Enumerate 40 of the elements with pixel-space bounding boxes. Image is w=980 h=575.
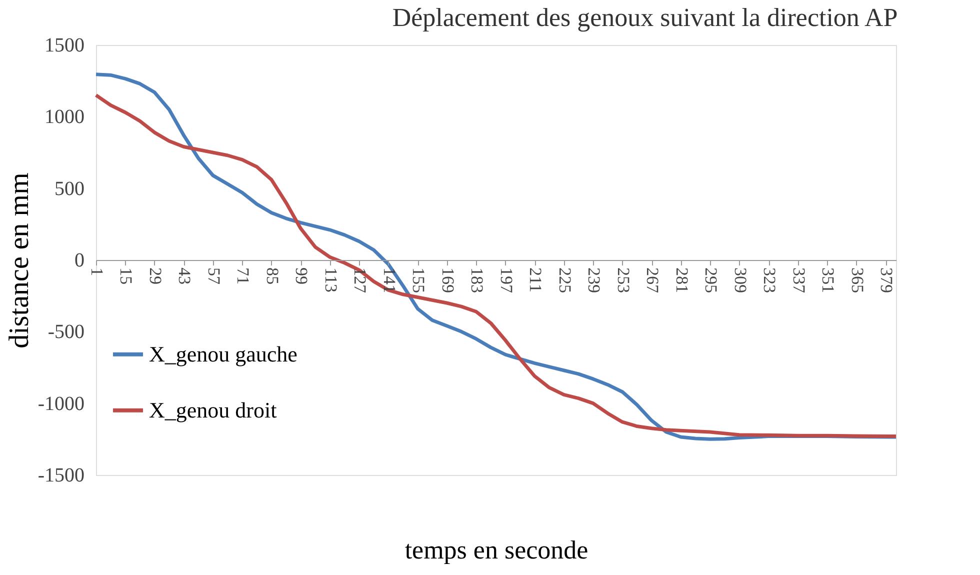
x-tick-label: 281 xyxy=(672,268,692,293)
x-tick-label: 127 xyxy=(350,268,370,294)
y-tick-label: 1500 xyxy=(44,34,84,56)
legend-label: X_genou droit xyxy=(149,397,277,422)
x-tick-label: 155 xyxy=(409,268,428,293)
y-tick-label: -500 xyxy=(48,321,84,344)
x-tick-label: 211 xyxy=(526,268,546,292)
x-tick-label: 113 xyxy=(321,268,340,292)
x-tick-label: 71 xyxy=(234,268,253,284)
x-tick-label: 141 xyxy=(380,268,399,293)
y-tick-label: -1000 xyxy=(38,392,84,415)
x-tick-label: 197 xyxy=(496,268,516,294)
x-tick-label: 29 xyxy=(146,268,165,284)
x-tick-label: 57 xyxy=(204,268,224,285)
chart-title: Déplacement des genoux suivant la direction AP xyxy=(392,3,898,32)
x-tick-label: 99 xyxy=(292,268,312,284)
x-tick-label: 337 xyxy=(789,268,808,294)
x-tick-label: 253 xyxy=(614,268,633,293)
x-tick-label: 15 xyxy=(116,268,136,284)
x-tick-label: 239 xyxy=(584,268,604,293)
y-tick-label: 0 xyxy=(74,250,84,272)
x-axis-title: temps en seconde xyxy=(404,536,588,564)
x-tick-label: 351 xyxy=(818,268,838,293)
x-tick-label: 323 xyxy=(760,268,780,293)
legend-label: X_genou gauche xyxy=(149,341,298,366)
x-tick-label: 225 xyxy=(555,268,574,293)
x-tick-label: 43 xyxy=(175,268,194,284)
x-tick-label: 169 xyxy=(438,268,458,293)
x-tick-label: 85 xyxy=(262,268,282,284)
x-tick-label: 183 xyxy=(468,268,487,293)
x-tick-label: 1 xyxy=(88,268,106,276)
y-tick-label: 1000 xyxy=(44,106,84,128)
x-tick-label: 267 xyxy=(643,268,662,294)
x-tick-label: 379 xyxy=(877,268,896,293)
x-tick-label: 295 xyxy=(702,268,721,293)
y-tick-label: 500 xyxy=(54,178,84,200)
y-tick-label: -1500 xyxy=(38,464,84,486)
x-tick-label: 309 xyxy=(730,268,750,293)
y-axis-title: distance en mm xyxy=(4,172,35,348)
x-tick-label: 365 xyxy=(848,268,867,293)
